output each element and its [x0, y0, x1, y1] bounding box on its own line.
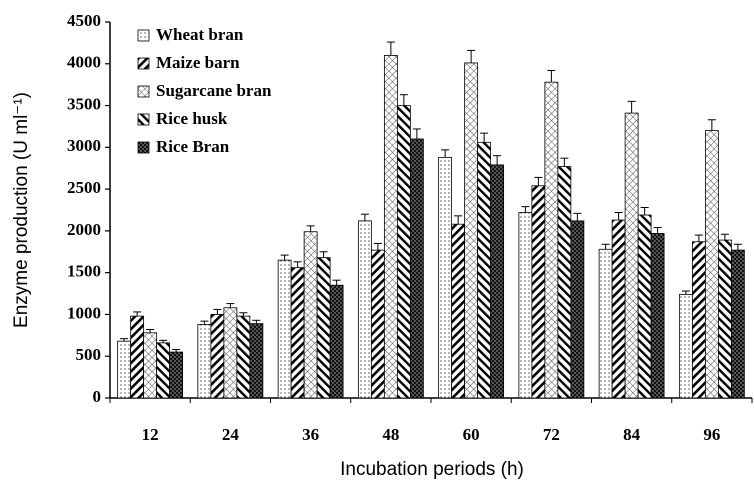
legend-label: Wheat bran	[156, 25, 244, 44]
x-tick-label: 72	[543, 425, 560, 444]
bar	[409, 138, 424, 399]
bar	[117, 340, 132, 399]
legend-swatch	[137, 113, 150, 126]
x-axis-label: Incubation periods (h)	[340, 459, 524, 480]
bar	[557, 166, 572, 399]
bar	[490, 164, 505, 399]
bar	[717, 239, 732, 399]
y-tick-label: 2000	[67, 220, 101, 239]
bar	[704, 130, 719, 399]
y-tick-label: 0	[93, 387, 102, 406]
legend-swatch	[137, 57, 150, 70]
bar	[477, 141, 492, 399]
bar	[544, 81, 559, 399]
y-tick-label: 500	[76, 345, 102, 364]
x-tick-label: 60	[463, 425, 480, 444]
bar	[197, 324, 212, 399]
legend-swatch	[137, 85, 150, 98]
y-tick-label: 4000	[67, 53, 101, 72]
bar	[357, 220, 372, 399]
bar	[438, 156, 453, 399]
bar	[316, 257, 331, 399]
legend-label: Rice husk	[156, 109, 228, 128]
bar	[303, 231, 318, 399]
bar	[383, 55, 398, 399]
y-axis-label: Enzyme production (U ml⁻¹)	[11, 92, 32, 328]
x-tick-label: 24	[222, 425, 240, 444]
bar	[370, 249, 385, 399]
bar	[396, 105, 411, 399]
bar	[611, 219, 626, 399]
bar	[678, 293, 693, 399]
bar	[531, 185, 546, 399]
bar	[277, 259, 292, 399]
legend-label: Sugarcane bran	[156, 81, 272, 100]
bar	[637, 214, 652, 399]
bar	[650, 232, 665, 399]
y-tick-label: 3000	[67, 136, 101, 155]
y-tick-label: 4500	[67, 11, 101, 30]
x-tick-label: 48	[382, 425, 399, 444]
bar	[624, 112, 639, 399]
bar	[249, 323, 264, 399]
bar	[156, 342, 171, 399]
bar	[223, 307, 238, 399]
bar	[730, 249, 745, 399]
bar	[598, 248, 613, 399]
bar	[451, 223, 466, 399]
bar	[464, 62, 479, 399]
legend-swatch	[137, 29, 150, 42]
x-tick-label: 12	[142, 425, 159, 444]
bar	[143, 332, 158, 399]
x-tick-label: 84	[623, 425, 641, 444]
y-tick-label: 1500	[67, 262, 101, 281]
bar	[290, 267, 305, 399]
y-tick-label: 2500	[67, 178, 101, 197]
bar	[691, 241, 706, 399]
bar	[518, 212, 533, 399]
x-tick-label: 96	[703, 425, 720, 444]
bar	[130, 315, 145, 399]
bar	[236, 315, 251, 399]
bar	[570, 220, 585, 399]
x-tick-label: 36	[302, 425, 319, 444]
bar	[329, 284, 344, 399]
legend-label: Rice Bran	[156, 137, 230, 156]
legend-swatch	[137, 141, 150, 154]
y-tick-label: 1000	[67, 303, 101, 322]
bar	[169, 351, 184, 399]
legend-label: Maize barn	[156, 53, 240, 72]
y-tick-label: 3500	[67, 94, 101, 113]
bar	[210, 314, 225, 399]
